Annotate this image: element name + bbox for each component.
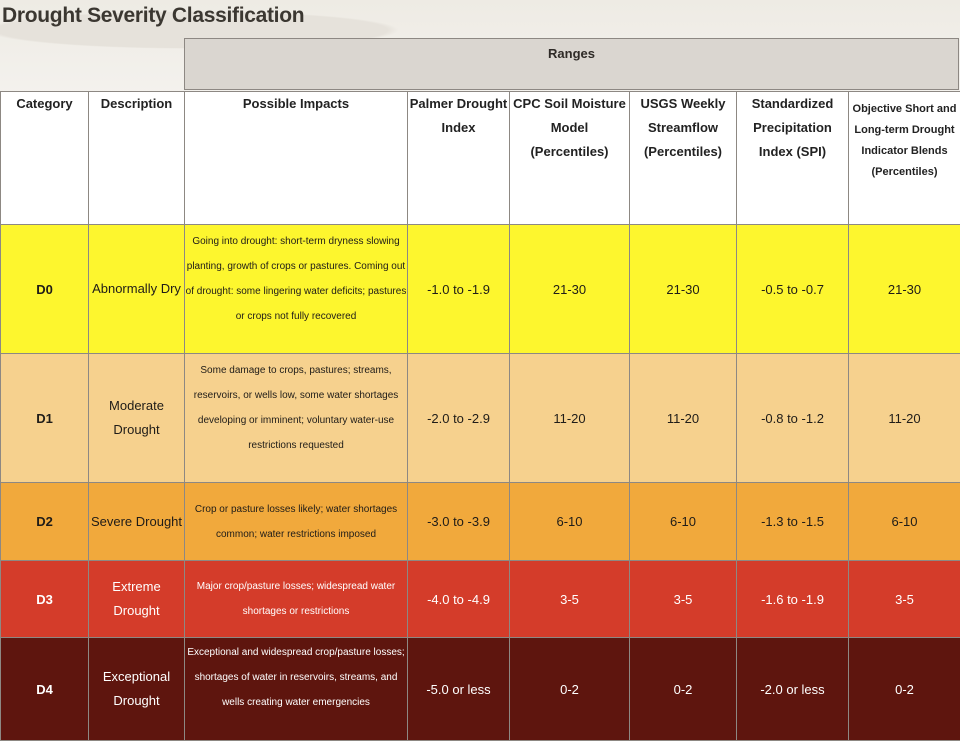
description-cell: Abnormally Dry xyxy=(89,225,185,354)
usgs-streamflow-cell: 0-2 xyxy=(630,638,737,741)
spi-cell: -1.6 to -1.9 xyxy=(737,561,849,638)
table-row: D4 Exceptional Drought Exceptional and w… xyxy=(1,638,960,741)
header-spi: Standardized Precipitation Index (SPI) xyxy=(737,92,849,225)
header-usgs-streamflow: USGS Weekly Streamflow (Percentiles) xyxy=(630,92,737,225)
description-cell: Exceptional Drought xyxy=(89,638,185,741)
category-cell: D4 xyxy=(1,638,89,741)
impacts-cell: Crop or pasture losses likely; water sho… xyxy=(185,483,408,561)
cpc-soil-moisture-cell: 11-20 xyxy=(510,354,630,483)
spi-cell: -0.8 to -1.2 xyxy=(737,354,849,483)
impacts-cell: Exceptional and widespread crop/pasture … xyxy=(185,638,408,741)
indicator-blends-cell: 21-30 xyxy=(849,225,960,354)
description-cell: Moderate Drought xyxy=(89,354,185,483)
spi-cell: -1.3 to -1.5 xyxy=(737,483,849,561)
table-row: D2 Severe Drought Crop or pasture losses… xyxy=(1,483,960,561)
category-cell: D1 xyxy=(1,354,89,483)
table-row: D3 Extreme Drought Major crop/pasture lo… xyxy=(1,561,960,638)
usgs-streamflow-cell: 11-20 xyxy=(630,354,737,483)
drought-classification-table: Category Description Possible Impacts Pa… xyxy=(0,91,960,741)
indicator-blends-cell: 6-10 xyxy=(849,483,960,561)
usgs-streamflow-cell: 3-5 xyxy=(630,561,737,638)
table-row: D0 Abnormally Dry Going into drought: sh… xyxy=(1,225,960,354)
category-cell: D0 xyxy=(1,225,89,354)
header-palmer-index: Palmer Drought Index xyxy=(408,92,510,225)
impacts-cell: Major crop/pasture losses; widespread wa… xyxy=(185,561,408,638)
indicator-blends-cell: 11-20 xyxy=(849,354,960,483)
palmer-index-cell: -4.0 to -4.9 xyxy=(408,561,510,638)
indicator-blends-cell: 3-5 xyxy=(849,561,960,638)
page-title: Drought Severity Classification xyxy=(2,4,304,28)
usgs-streamflow-cell: 21-30 xyxy=(630,225,737,354)
indicator-blends-cell: 0-2 xyxy=(849,638,960,741)
header-row: Category Description Possible Impacts Pa… xyxy=(1,92,960,225)
spi-cell: -0.5 to -0.7 xyxy=(737,225,849,354)
description-cell: Severe Drought xyxy=(89,483,185,561)
impacts-cell: Some damage to crops, pastures; streams,… xyxy=(185,354,408,483)
cpc-soil-moisture-cell: 3-5 xyxy=(510,561,630,638)
category-cell: D2 xyxy=(1,483,89,561)
usgs-streamflow-cell: 6-10 xyxy=(630,483,737,561)
ranges-header: Ranges xyxy=(184,38,959,90)
header-indicator-blends: Objective Short and Long-term Drought In… xyxy=(849,92,960,225)
header-category: Category xyxy=(1,92,89,225)
palmer-index-cell: -5.0 or less xyxy=(408,638,510,741)
palmer-index-cell: -1.0 to -1.9 xyxy=(408,225,510,354)
palmer-index-cell: -2.0 to -2.9 xyxy=(408,354,510,483)
cpc-soil-moisture-cell: 6-10 xyxy=(510,483,630,561)
cpc-soil-moisture-cell: 0-2 xyxy=(510,638,630,741)
table-row: D1 Moderate Drought Some damage to crops… xyxy=(1,354,960,483)
description-cell: Extreme Drought xyxy=(89,561,185,638)
header-cpc-soil-moisture: CPC Soil Moisture Model (Percentiles) xyxy=(510,92,630,225)
header-impacts: Possible Impacts xyxy=(185,92,408,225)
header-description: Description xyxy=(89,92,185,225)
spi-cell: -2.0 or less xyxy=(737,638,849,741)
cpc-soil-moisture-cell: 21-30 xyxy=(510,225,630,354)
category-cell: D3 xyxy=(1,561,89,638)
impacts-cell: Going into drought: short-term dryness s… xyxy=(185,225,408,354)
palmer-index-cell: -3.0 to -3.9 xyxy=(408,483,510,561)
